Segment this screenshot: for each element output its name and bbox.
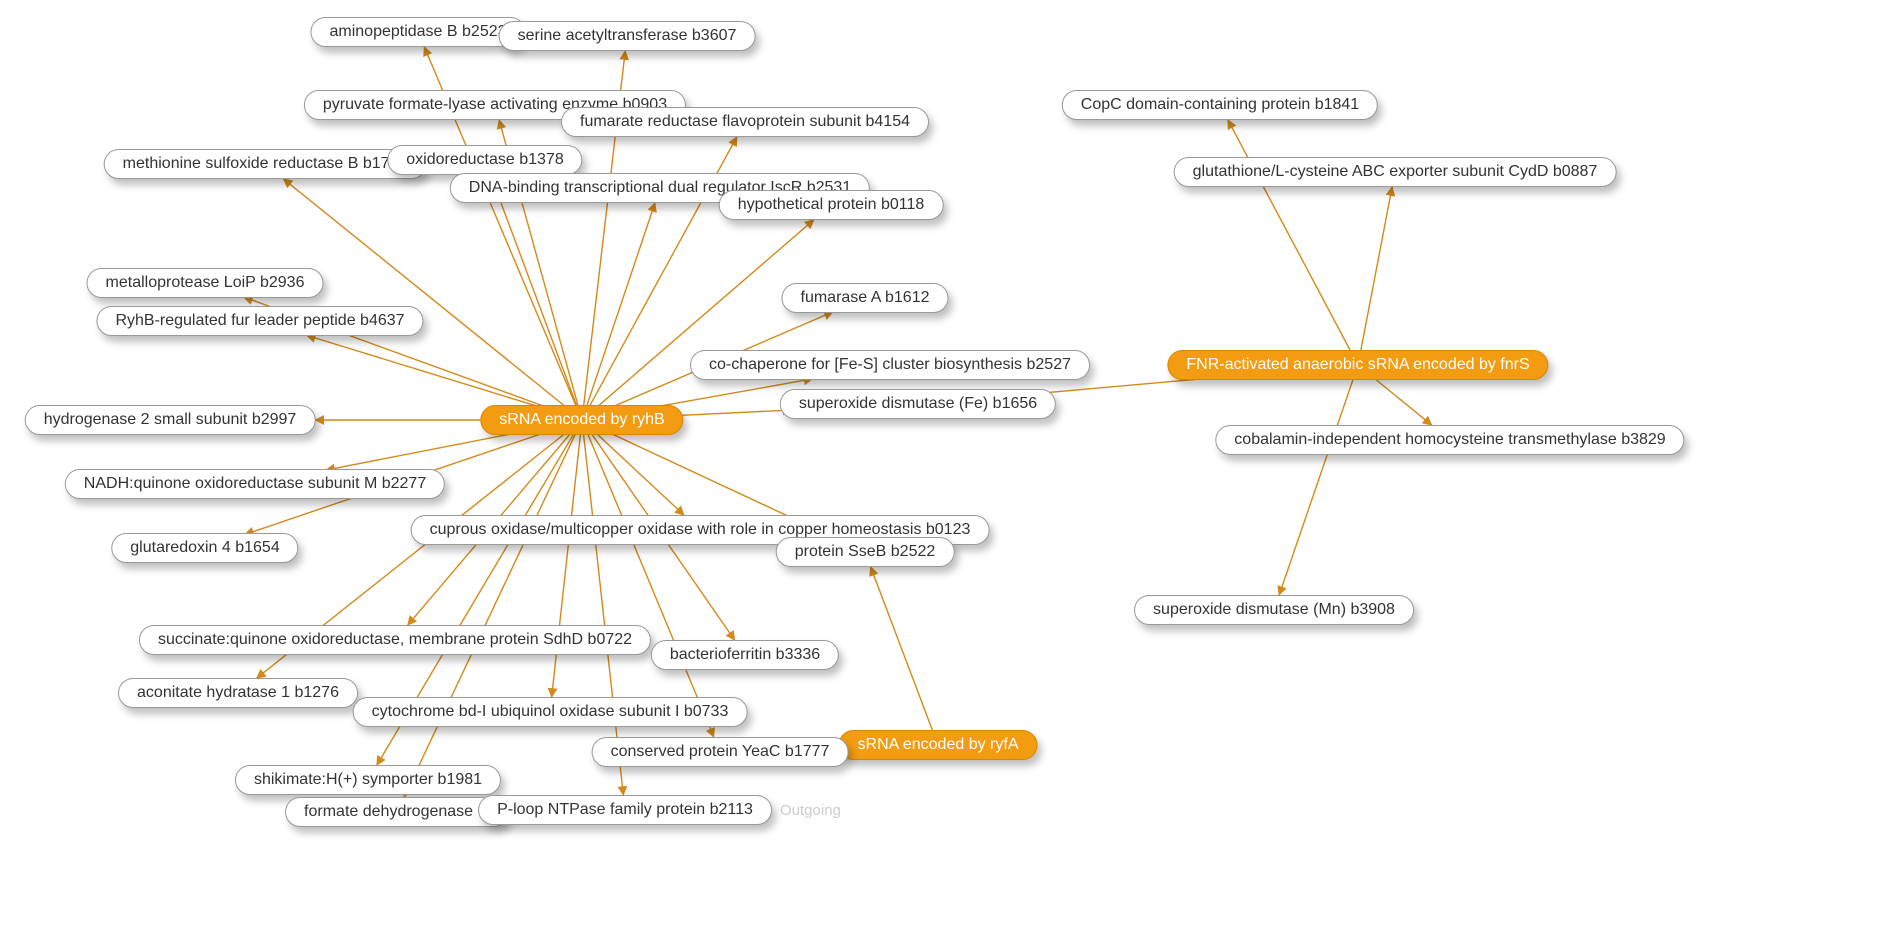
- edge: [491, 175, 577, 405]
- target-node[interactable]: protein SseB b2522: [776, 537, 955, 567]
- edge: [283, 179, 563, 405]
- edge: [326, 432, 521, 470]
- target-node[interactable]: hydrogenase 2 small subunit b2997: [25, 405, 316, 435]
- target-node[interactable]: hypothetical protein b0118: [719, 190, 944, 220]
- target-node[interactable]: glutaredoxin 4 b1654: [111, 533, 298, 563]
- edge: [307, 335, 538, 406]
- target-node[interactable]: superoxide dismutase (Mn) b3908: [1134, 595, 1414, 625]
- target-node[interactable]: aminopeptidase B b2523: [310, 17, 525, 47]
- edge: [598, 435, 684, 515]
- target-node[interactable]: glutathione/L-cysteine ABC exporter subu…: [1174, 157, 1617, 187]
- target-node[interactable]: aconitate hydratase 1 b1276: [118, 678, 358, 708]
- target-node[interactable]: bacterioferritin b3336: [651, 640, 839, 670]
- target-node[interactable]: metalloprotease LoiP b2936: [87, 268, 324, 298]
- hub-node[interactable]: FNR-activated anaerobic sRNA encoded by …: [1167, 350, 1548, 380]
- target-node[interactable]: RyhB-regulated fur leader peptide b4637: [96, 306, 423, 336]
- target-node[interactable]: serine acetyltransferase b3607: [499, 21, 756, 51]
- target-node[interactable]: succinate:quinone oxidoreductase, membra…: [139, 625, 651, 655]
- target-node[interactable]: CopC domain-containing protein b1841: [1062, 90, 1378, 120]
- target-node[interactable]: shikimate:H(+) symporter b1981: [235, 765, 501, 795]
- target-node[interactable]: oxidoreductase b1378: [387, 145, 582, 175]
- target-node[interactable]: NADH:quinone oxidoreductase subunit M b2…: [65, 469, 445, 499]
- target-node[interactable]: formate dehydrogenase O: [285, 797, 509, 827]
- target-node[interactable]: P-loop NTPase family protein b2113: [478, 795, 772, 825]
- edge: [679, 410, 792, 415]
- target-node[interactable]: superoxide dismutase (Fe) b1656: [780, 389, 1056, 419]
- hub-node[interactable]: sRNA encoded by ryhB: [480, 405, 683, 435]
- edge: [588, 435, 714, 737]
- edge: [1279, 380, 1353, 595]
- target-node[interactable]: cobalamin-independent homocysteine trans…: [1215, 425, 1684, 455]
- edge: [552, 435, 581, 697]
- hub-node[interactable]: sRNA encoded by ryfA: [839, 730, 1038, 760]
- edge: [1361, 187, 1392, 350]
- target-node[interactable]: fumarate reductase flavoprotein subunit …: [561, 107, 929, 137]
- legend-outgoing: Outgoing: [780, 802, 841, 819]
- edge: [871, 567, 933, 730]
- target-node[interactable]: cytochrome bd-I ubiquinol oxidase subuni…: [353, 697, 748, 727]
- target-node[interactable]: fumarase A b1612: [782, 283, 949, 313]
- target-node[interactable]: co-chaperone for [Fe-S] cluster biosynth…: [690, 350, 1090, 380]
- edge: [1376, 380, 1431, 425]
- target-node[interactable]: conserved protein YeaC b1777: [592, 737, 849, 767]
- target-node[interactable]: methionine sulfoxide reductase B b1778: [104, 149, 427, 179]
- edge: [587, 203, 655, 405]
- edge: [1228, 120, 1350, 350]
